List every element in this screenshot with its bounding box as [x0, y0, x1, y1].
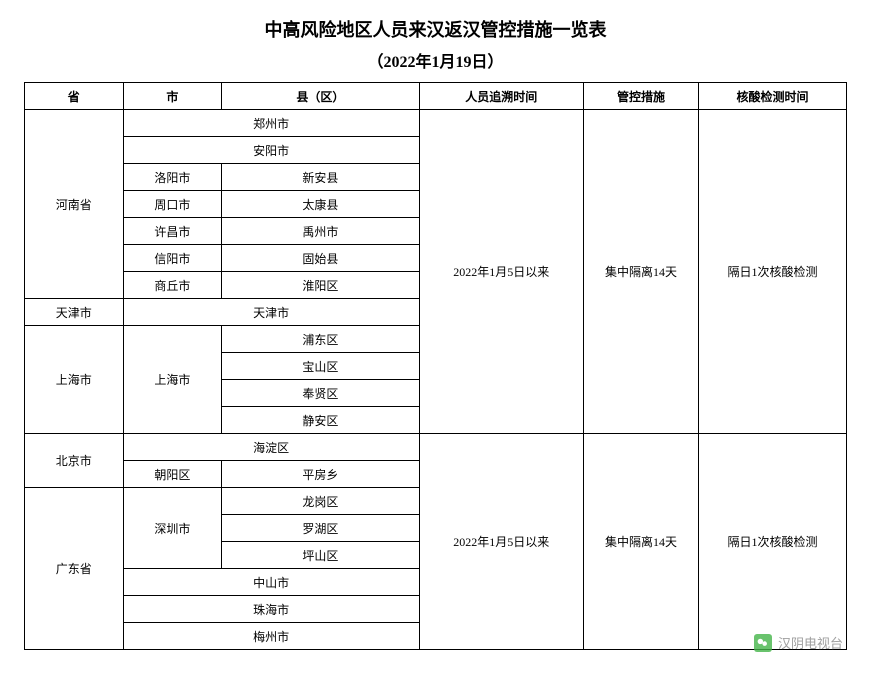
page-title: 中高风险地区人员来汉返汉管控措施一览表 [24, 16, 847, 42]
cell-city: 海淀区 [123, 434, 419, 461]
cell-city: 梅州市 [123, 623, 419, 650]
cell-city: 商丘市 [123, 272, 222, 299]
cell-county: 浦东区 [222, 326, 419, 353]
th-county: 县（区） [222, 83, 419, 110]
cell-county: 固始县 [222, 245, 419, 272]
cell-province: 天津市 [25, 299, 124, 326]
cell-city: 洛阳市 [123, 164, 222, 191]
cell-city: 天津市 [123, 299, 419, 326]
cell-city: 安阳市 [123, 137, 419, 164]
cell-city: 朝阳区 [123, 461, 222, 488]
cell-nucleic: 隔日1次核酸检测 [698, 110, 846, 434]
cell-county: 罗湖区 [222, 515, 419, 542]
cell-county: 淮阳区 [222, 272, 419, 299]
table-header-row: 省 市 县（区） 人员追溯时间 管控措施 核酸检测时间 [25, 83, 847, 110]
cell-province: 上海市 [25, 326, 124, 434]
watermark: 汉阴电视台 [754, 633, 843, 652]
cell-trace-time: 2022年1月5日以来 [419, 434, 583, 650]
cell-nucleic: 隔日1次核酸检测 [698, 434, 846, 650]
cell-city: 中山市 [123, 569, 419, 596]
wechat-icon [754, 634, 772, 652]
cell-county: 坪山区 [222, 542, 419, 569]
th-city: 市 [123, 83, 222, 110]
cell-city: 周口市 [123, 191, 222, 218]
cell-county: 龙岗区 [222, 488, 419, 515]
cell-county: 太康县 [222, 191, 419, 218]
cell-city: 珠海市 [123, 596, 419, 623]
cell-province: 北京市 [25, 434, 124, 488]
cell-city: 上海市 [123, 326, 222, 434]
cell-city: 郑州市 [123, 110, 419, 137]
cell-control: 集中隔离14天 [583, 110, 698, 434]
cell-county: 宝山区 [222, 353, 419, 380]
cell-province: 河南省 [25, 110, 124, 299]
cell-county: 奉贤区 [222, 380, 419, 407]
page-subtitle: （2022年1月19日） [24, 48, 847, 72]
th-province: 省 [25, 83, 124, 110]
cell-county: 平房乡 [222, 461, 419, 488]
cell-county: 新安县 [222, 164, 419, 191]
cell-county: 禹州市 [222, 218, 419, 245]
table-row: 北京市 海淀区 2022年1月5日以来 集中隔离14天 隔日1次核酸检测 [25, 434, 847, 461]
th-trace: 人员追溯时间 [419, 83, 583, 110]
cell-city: 信阳市 [123, 245, 222, 272]
cell-city: 许昌市 [123, 218, 222, 245]
control-measures-table: 省 市 县（区） 人员追溯时间 管控措施 核酸检测时间 河南省 郑州市 2022… [24, 82, 847, 650]
watermark-text: 汉阴电视台 [778, 633, 843, 652]
cell-county: 静安区 [222, 407, 419, 434]
cell-control: 集中隔离14天 [583, 434, 698, 650]
cell-trace-time: 2022年1月5日以来 [419, 110, 583, 434]
th-control: 管控措施 [583, 83, 698, 110]
cell-city: 深圳市 [123, 488, 222, 569]
cell-province: 广东省 [25, 488, 124, 650]
table-row: 河南省 郑州市 2022年1月5日以来 集中隔离14天 隔日1次核酸检测 [25, 110, 847, 137]
th-nucleic: 核酸检测时间 [698, 83, 846, 110]
